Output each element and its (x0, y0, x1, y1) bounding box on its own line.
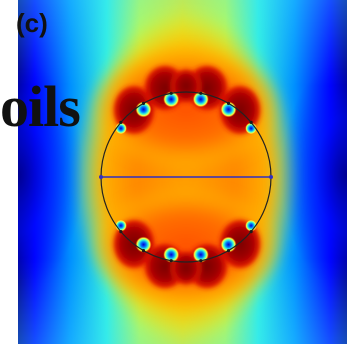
overlay-title-fragment: oils (0, 74, 81, 139)
top-conductor-marker (226, 101, 231, 105)
top-conductor-marker (249, 120, 253, 124)
top-conductor-spot (163, 91, 180, 108)
bottom-conductor-marker (141, 249, 146, 253)
bottom-conductor-marker (249, 230, 253, 234)
panel-label: (c) (16, 8, 48, 38)
bottom-conductor-spot (192, 246, 209, 263)
bottom-conductor-spot (163, 246, 180, 263)
diameter-endpoint-left (99, 175, 103, 179)
top-conductor-spot (192, 91, 209, 108)
bottom-conductor-marker (119, 230, 123, 234)
bottom-conductor-marker (169, 259, 173, 263)
lobe (170, 68, 202, 104)
bottom-conductor-marker (226, 249, 231, 253)
top-conductor-marker (169, 91, 173, 95)
top-conductor-marker (199, 91, 203, 95)
top-conductor-marker (119, 120, 123, 124)
diameter-endpoint-right (269, 175, 273, 179)
conductor-markers (119, 91, 253, 263)
top-conductor-marker (141, 101, 146, 105)
field-glow-bottom (90, 186, 282, 310)
bottom-conductor-marker (199, 259, 203, 263)
field-glow-top (90, 46, 282, 170)
lobe (170, 250, 202, 286)
bottom-coil-lobes (112, 218, 262, 290)
